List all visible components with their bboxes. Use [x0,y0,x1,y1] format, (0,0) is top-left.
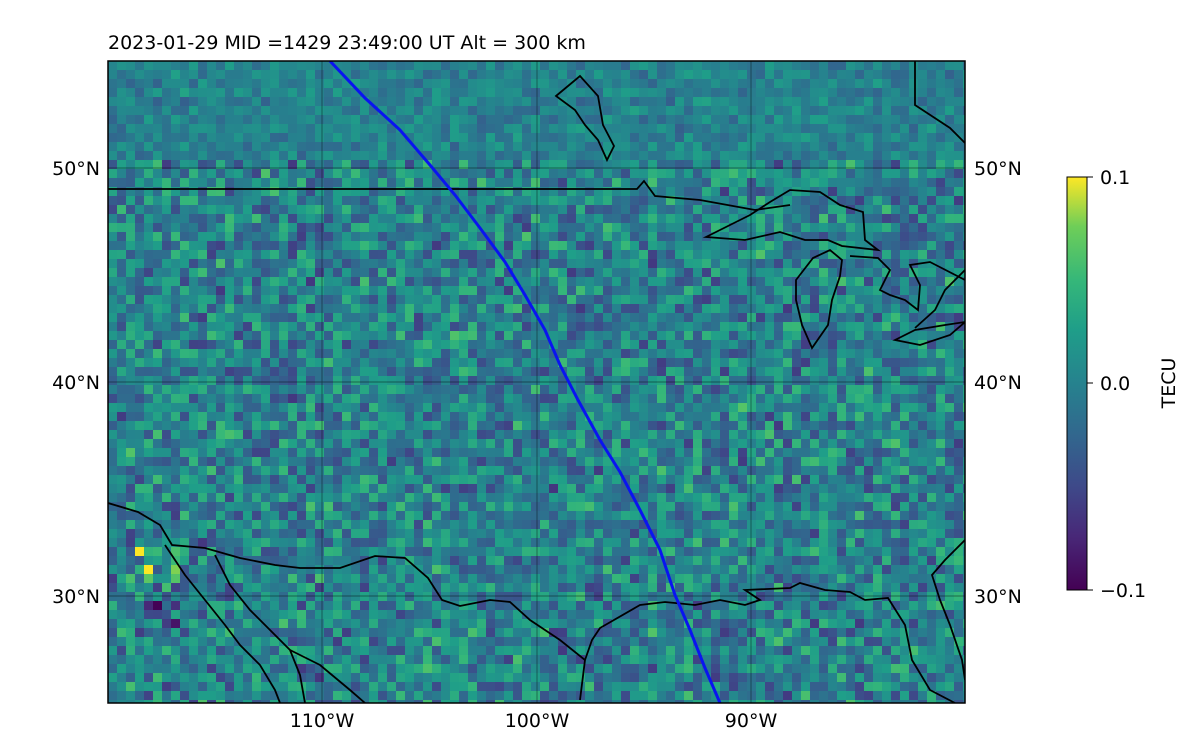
map-title: 2023-01-29 MID =1429 23:49:00 UT Alt = 3… [108,32,586,54]
y-label-right-50n: 50°N [974,158,1022,180]
satellite-track [328,61,722,703]
x-label-90w: 90°W [725,710,778,732]
x-label-110w: 110°W [290,710,355,732]
y-label-right-30n: 30°N [974,586,1022,608]
y-axis-labels-left: 50°N 40°N 30°N [52,158,100,608]
tec-heatmap [108,61,965,703]
y-axis-labels-right: 50°N 40°N 30°N [974,158,1022,608]
map-gridlines [108,61,965,703]
coastlines [108,61,965,703]
colorbar-tick-max: 0.1 [1100,167,1130,189]
x-axis-labels: 110°W 100°W 90°W [290,710,778,732]
map-frame [107,60,966,704]
colorbar-tick-min: −0.1 [1100,580,1146,602]
colorbar-label: TECU [1158,358,1180,410]
y-label-right-40n: 40°N [974,372,1022,394]
colorbar-tick-mid: 0.0 [1100,373,1130,395]
y-label-left-40n: 40°N [52,372,100,394]
y-label-left-30n: 30°N [52,586,100,608]
colorbar: 0.1 0.0 −0.1 TECU [1066,167,1180,602]
y-label-left-50n: 50°N [52,158,100,180]
x-label-100w: 100°W [505,710,570,732]
colorbar-gradient [1066,176,1088,591]
